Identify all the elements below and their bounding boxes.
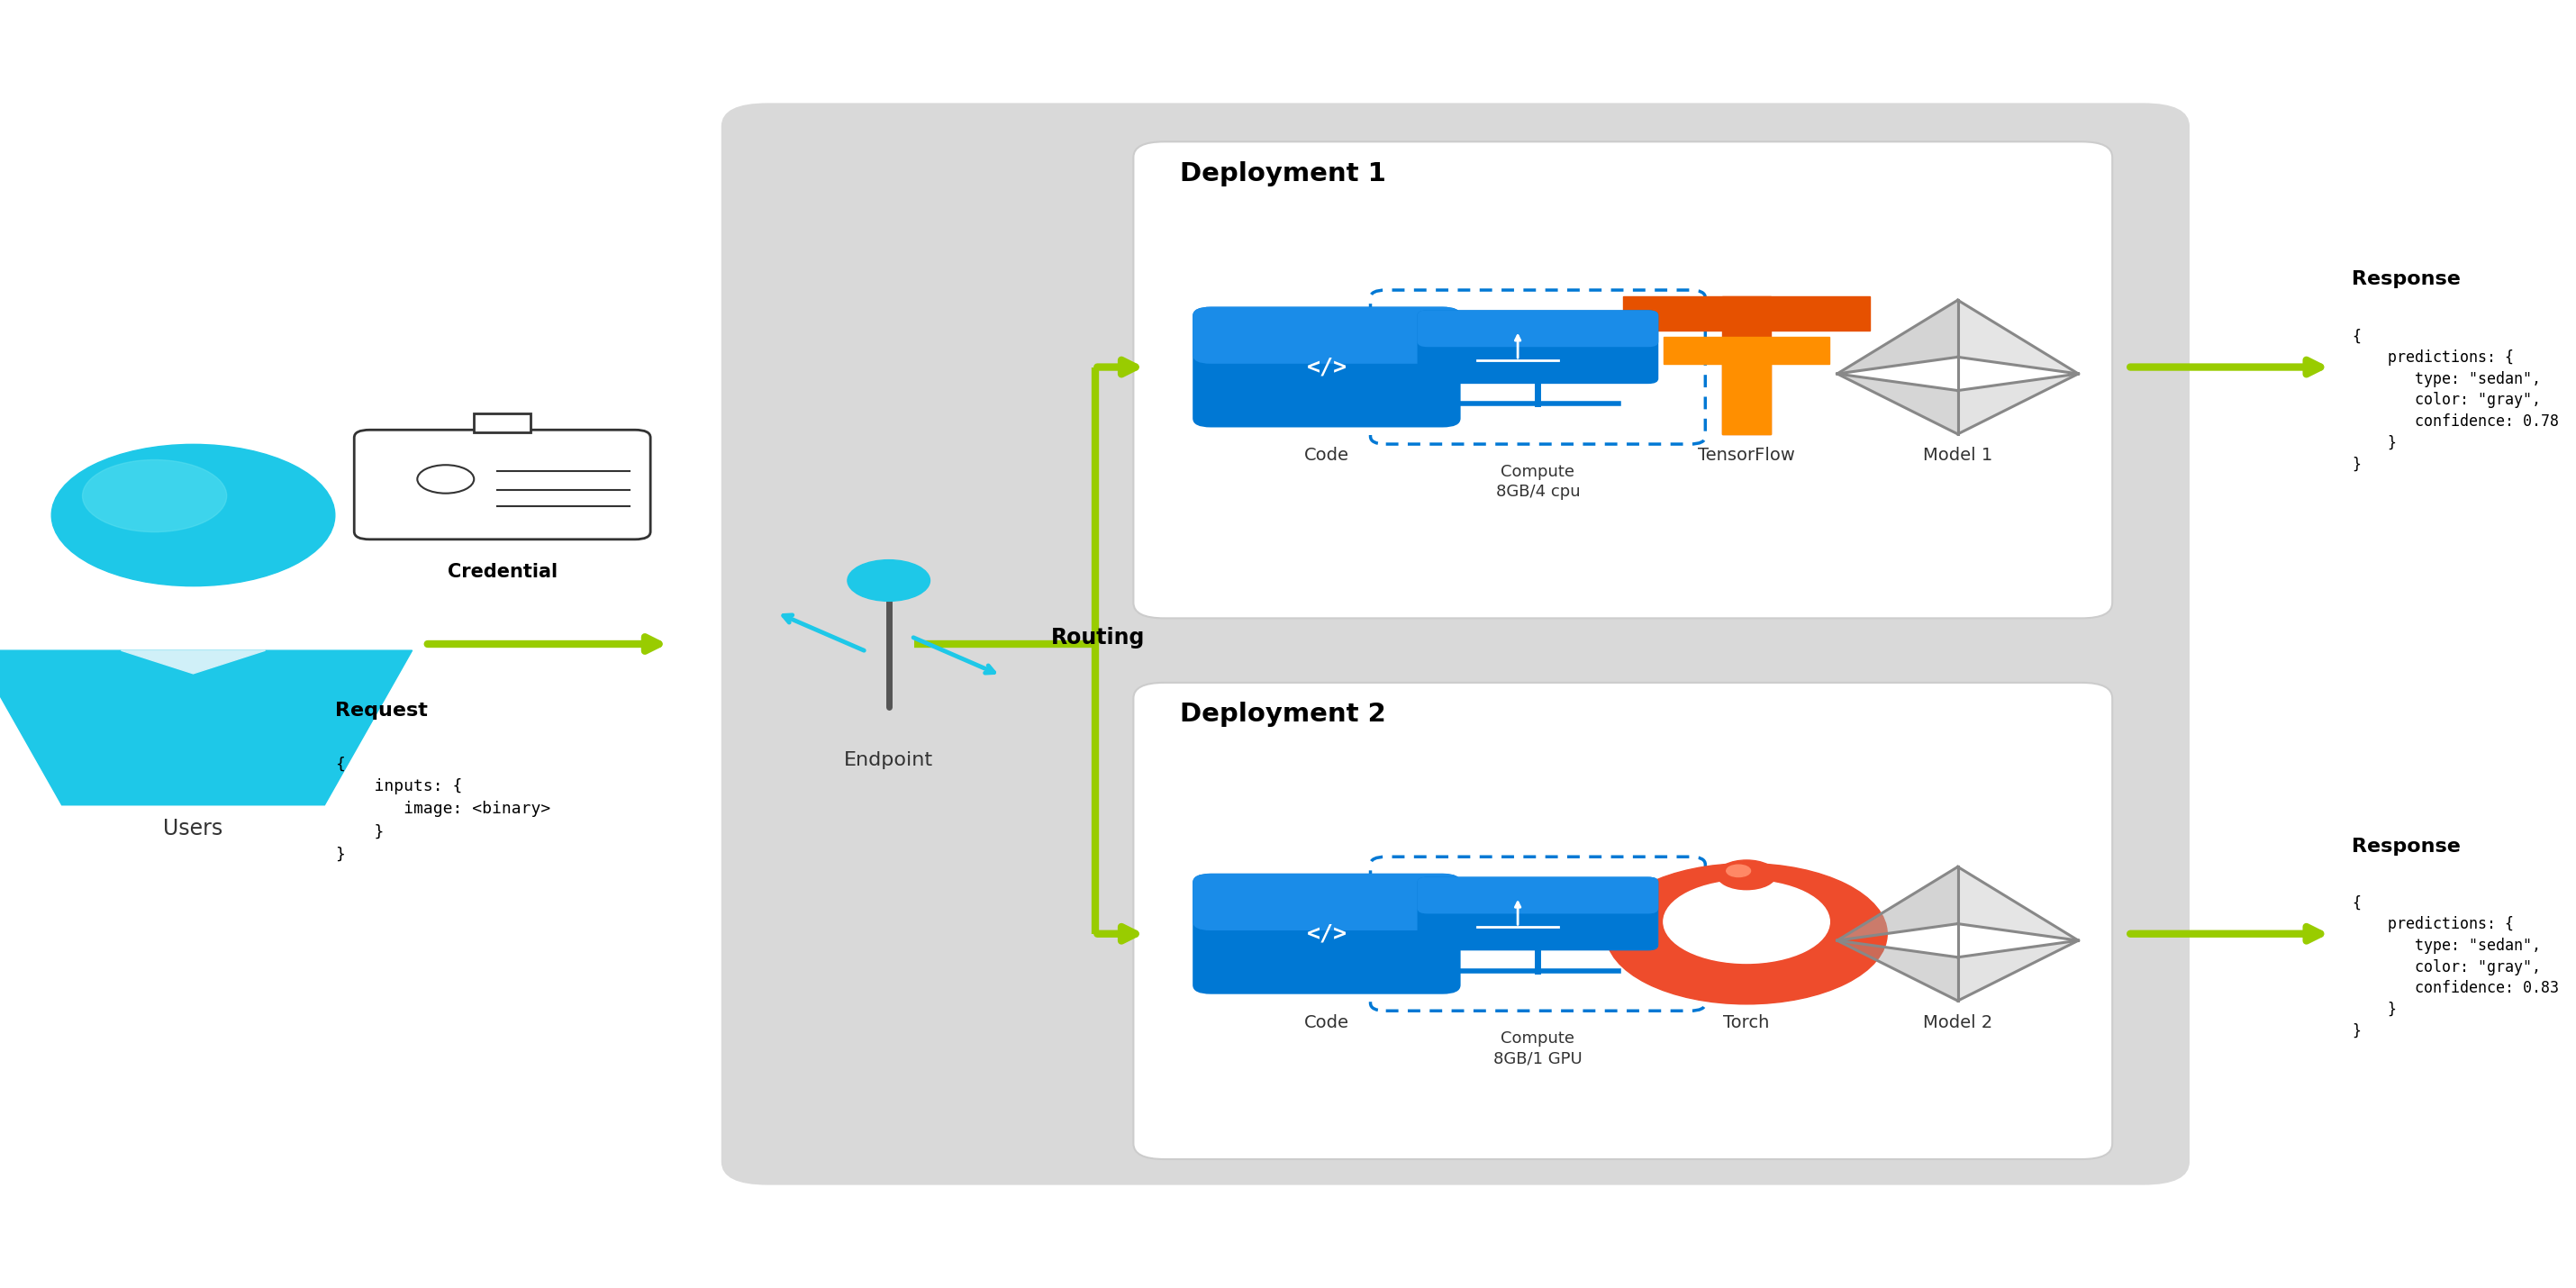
Polygon shape xyxy=(1623,296,1870,330)
Text: Credential: Credential xyxy=(448,563,556,581)
Text: Response: Response xyxy=(2352,270,2460,289)
Polygon shape xyxy=(1837,300,1958,374)
Text: Deployment 2: Deployment 2 xyxy=(1180,702,1386,728)
Circle shape xyxy=(52,444,335,586)
Circle shape xyxy=(1726,864,1752,877)
Text: Code: Code xyxy=(1303,447,1350,464)
Circle shape xyxy=(82,460,227,532)
Polygon shape xyxy=(1837,867,1958,940)
FancyBboxPatch shape xyxy=(1417,310,1659,384)
Polygon shape xyxy=(1837,940,1958,1001)
Circle shape xyxy=(1605,863,1888,1005)
Polygon shape xyxy=(0,650,412,805)
FancyBboxPatch shape xyxy=(1193,873,1461,994)
FancyBboxPatch shape xyxy=(1133,683,2112,1159)
FancyBboxPatch shape xyxy=(1193,307,1461,363)
Polygon shape xyxy=(1958,867,2079,940)
Text: Routing: Routing xyxy=(1051,627,1144,648)
Circle shape xyxy=(1664,880,1829,963)
Text: Users: Users xyxy=(162,818,224,840)
Text: Model 2: Model 2 xyxy=(1922,1014,1994,1030)
Text: {
    inputs: {
       image: <binary>
    }
}: { inputs: { image: <binary> } } xyxy=(335,756,551,863)
Text: {
    predictions: {
       type: "sedan",
       color: "gray",
       confiden: { predictions: { type: "sedan", color: "… xyxy=(2352,328,2558,473)
FancyBboxPatch shape xyxy=(1133,142,2112,618)
Text: Compute
8GB/4 cpu: Compute 8GB/4 cpu xyxy=(1497,464,1579,500)
Circle shape xyxy=(848,560,930,601)
Circle shape xyxy=(1718,860,1775,890)
FancyBboxPatch shape xyxy=(355,430,649,540)
FancyBboxPatch shape xyxy=(1417,877,1659,951)
Polygon shape xyxy=(1958,300,2079,374)
FancyBboxPatch shape xyxy=(1193,873,1461,930)
FancyBboxPatch shape xyxy=(1193,307,1461,428)
FancyBboxPatch shape xyxy=(721,103,2190,1185)
Text: {
    predictions: {
       type: "sedan",
       color: "gray",
       confiden: { predictions: { type: "sedan", color: "… xyxy=(2352,895,2558,1039)
Text: Model 1: Model 1 xyxy=(1922,447,1994,464)
Text: </>: </> xyxy=(1306,923,1347,944)
Polygon shape xyxy=(1723,363,1770,434)
Polygon shape xyxy=(1958,374,2079,434)
Text: TensorFlow: TensorFlow xyxy=(1698,447,1795,464)
Text: Torch: Torch xyxy=(1723,1014,1770,1030)
Text: Request: Request xyxy=(335,702,428,720)
Text: Code: Code xyxy=(1303,1014,1350,1030)
Text: </>: </> xyxy=(1306,357,1347,377)
FancyBboxPatch shape xyxy=(1417,877,1659,913)
Text: Compute
8GB/1 GPU: Compute 8GB/1 GPU xyxy=(1494,1030,1582,1066)
Text: Endpoint: Endpoint xyxy=(845,751,933,769)
FancyBboxPatch shape xyxy=(1417,310,1659,346)
Polygon shape xyxy=(121,650,265,674)
Text: Response: Response xyxy=(2352,837,2460,855)
Polygon shape xyxy=(1664,337,1829,363)
FancyBboxPatch shape xyxy=(474,413,531,433)
Polygon shape xyxy=(1837,374,1958,434)
Polygon shape xyxy=(1958,940,2079,1001)
Polygon shape xyxy=(1723,296,1770,434)
Text: Deployment 1: Deployment 1 xyxy=(1180,161,1386,187)
